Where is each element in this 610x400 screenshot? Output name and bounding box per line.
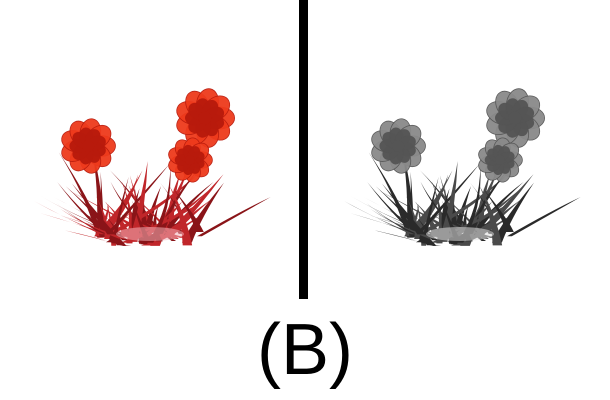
grass-blade xyxy=(121,181,134,244)
leaf-cluster xyxy=(33,144,271,246)
grass-blade xyxy=(350,213,430,237)
flower-center xyxy=(508,111,522,125)
red-flower-plant-image xyxy=(33,88,271,246)
flower-center xyxy=(185,155,195,165)
grass-blade xyxy=(441,188,451,234)
grass-blade xyxy=(381,183,426,235)
grass-blade xyxy=(58,152,105,237)
flower-center xyxy=(495,155,505,165)
grass-blade xyxy=(479,185,503,246)
grass-blade xyxy=(181,182,225,243)
grass-blade xyxy=(40,213,120,237)
grass-blade xyxy=(507,196,581,237)
flower-center xyxy=(392,140,404,152)
grass-blade xyxy=(64,230,127,246)
flower-bloom xyxy=(486,88,545,148)
color-flower-panel xyxy=(0,0,300,300)
flower-center xyxy=(198,111,212,125)
flower-bloom xyxy=(61,118,116,174)
grass-blade xyxy=(431,181,444,244)
flower-center xyxy=(82,140,94,152)
grass-blade xyxy=(107,163,170,233)
grass-blade xyxy=(491,182,535,243)
grass-blade xyxy=(368,152,415,237)
plant-base xyxy=(116,227,184,241)
grass-blade xyxy=(457,165,481,243)
grass-blade xyxy=(131,188,141,234)
panel-caption: (B) xyxy=(257,310,353,390)
gray-flower-plant-image xyxy=(343,88,581,246)
grass-blade xyxy=(128,161,148,242)
grass-blade xyxy=(476,199,522,237)
grayscale-flower-panel xyxy=(310,0,610,300)
flower-bloom xyxy=(168,137,213,183)
flower-bloom xyxy=(371,118,426,174)
grass-blade xyxy=(166,199,212,237)
plant-base xyxy=(426,227,494,241)
vertical-divider xyxy=(299,0,308,299)
grass-blade xyxy=(197,196,271,237)
grass-blade xyxy=(71,183,116,235)
leaf-cluster xyxy=(343,144,581,246)
grass-blade xyxy=(169,185,193,246)
grass-blade xyxy=(438,161,458,242)
grass-blade xyxy=(147,165,171,243)
grass-blade xyxy=(374,230,437,246)
flower-bloom xyxy=(176,88,235,148)
grass-blade xyxy=(417,163,480,233)
flower-bloom xyxy=(478,137,523,183)
